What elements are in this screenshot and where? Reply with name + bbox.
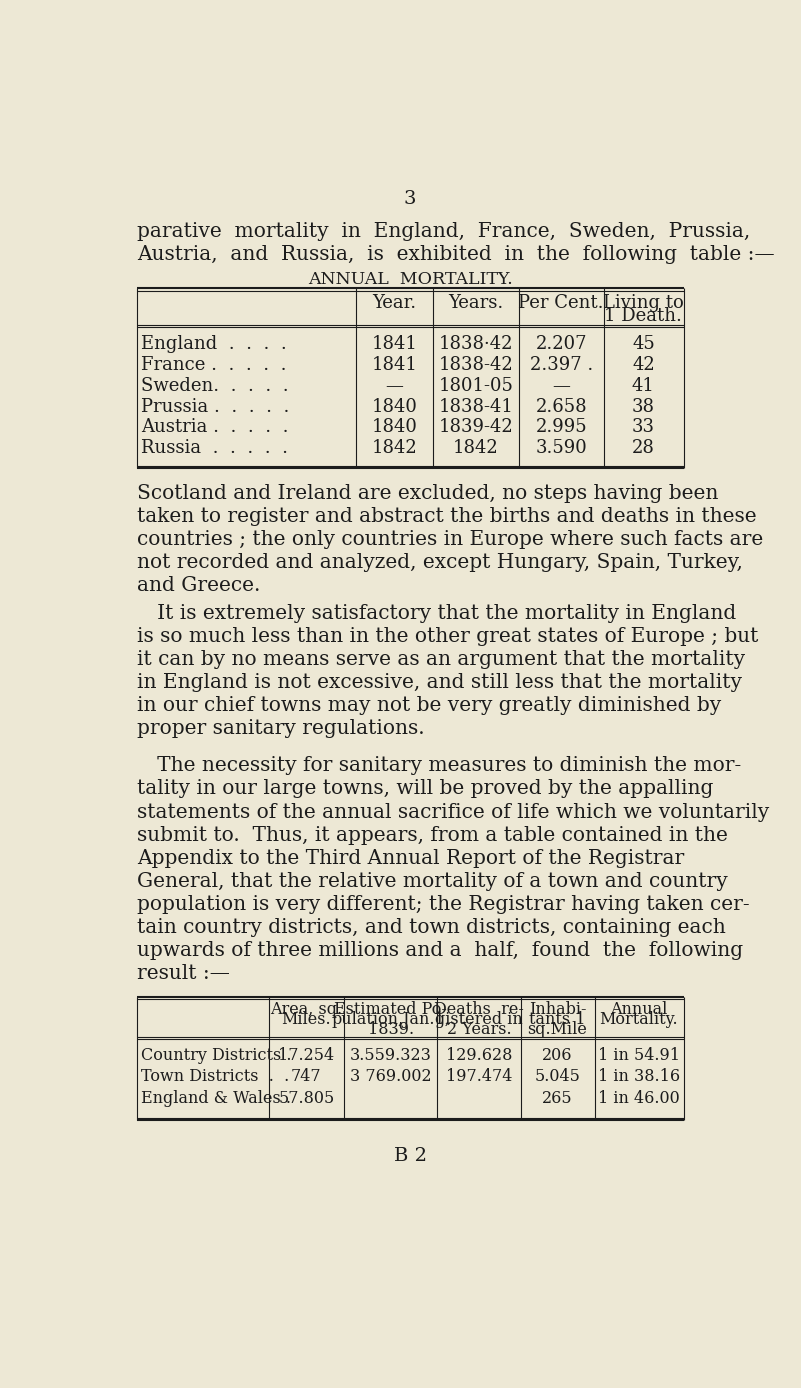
Text: 42: 42 <box>632 355 654 373</box>
Text: 28: 28 <box>632 439 655 457</box>
Text: 5.045: 5.045 <box>534 1069 580 1085</box>
Text: —: — <box>386 376 404 394</box>
Text: countries ; the only countries in Europe where such facts are: countries ; the only countries in Europe… <box>137 530 763 550</box>
Text: 1 in 54.91: 1 in 54.91 <box>598 1047 680 1063</box>
Text: Living to: Living to <box>603 294 684 312</box>
Text: ANNUAL  MORTALITY.: ANNUAL MORTALITY. <box>308 271 513 289</box>
Text: and Greece.: and Greece. <box>137 576 260 595</box>
Text: 1841: 1841 <box>372 355 417 373</box>
Text: 1 in 46.00: 1 in 46.00 <box>598 1090 679 1106</box>
Text: 1840: 1840 <box>372 397 417 415</box>
Text: 41: 41 <box>632 376 655 394</box>
Text: gistered in: gistered in <box>435 1012 523 1029</box>
Text: 1840: 1840 <box>372 418 417 436</box>
Text: 1839-42: 1839-42 <box>439 418 513 436</box>
Text: not recorded and analyzed, except Hungary, Spain, Turkey,: not recorded and analyzed, except Hungar… <box>137 552 743 572</box>
Text: Appendix to the Third Annual Report of the Registrar: Appendix to the Third Annual Report of t… <box>137 849 685 868</box>
Text: result :—: result :— <box>137 965 230 983</box>
Text: 1842: 1842 <box>372 439 417 457</box>
Text: England & Wales .: England & Wales . <box>141 1090 292 1106</box>
Text: Area, sq.: Area, sq. <box>270 1001 342 1019</box>
Text: upwards of three millions and a  half,  found  the  following: upwards of three millions and a half, fo… <box>137 941 743 960</box>
Text: statements of the annual sacrifice of life which we voluntarily: statements of the annual sacrifice of li… <box>137 802 770 822</box>
Text: pulation,Jan.1,: pulation,Jan.1, <box>332 1012 450 1029</box>
Text: Inhabi-: Inhabi- <box>529 1001 586 1019</box>
Text: Year.: Year. <box>372 294 417 312</box>
Text: England  .  .  .  .: England . . . . <box>141 335 287 353</box>
Text: 3.559.323: 3.559.323 <box>350 1047 432 1063</box>
Text: Years.: Years. <box>449 294 504 312</box>
Text: 265: 265 <box>542 1090 573 1106</box>
Text: 2.207: 2.207 <box>536 335 587 353</box>
Text: Russia  .  .  .  .  .: Russia . . . . . <box>141 439 288 457</box>
Text: Country Districts .: Country Districts . <box>141 1047 292 1063</box>
Text: Austria,  and  Russia,  is  exhibited  in  the  following  table :—: Austria, and Russia, is exhibited in the… <box>137 246 775 264</box>
Text: B 2: B 2 <box>393 1146 427 1165</box>
Text: Scotland and Ireland are excluded, no steps having been: Scotland and Ireland are excluded, no st… <box>137 484 718 502</box>
Text: 33: 33 <box>632 418 655 436</box>
Text: taken to register and abstract the births and deaths in these: taken to register and abstract the birth… <box>137 507 757 526</box>
Text: it can by no means serve as an argument that the mortality: it can by no means serve as an argument … <box>137 650 746 669</box>
Text: 1801-05: 1801-05 <box>439 376 513 394</box>
Text: General, that the relative mortality of a town and country: General, that the relative mortality of … <box>137 872 728 891</box>
Text: parative  mortality  in  England,  France,  Sweden,  Prussia,: parative mortality in England, France, S… <box>137 222 751 242</box>
Text: Sweden.  .  .  .  .: Sweden. . . . . <box>141 376 289 394</box>
Text: Miles.: Miles. <box>281 1012 331 1029</box>
Text: tain country districts, and town districts, containing each: tain country districts, and town distric… <box>137 917 726 937</box>
Text: 17.254: 17.254 <box>278 1047 334 1063</box>
Text: Deaths  re-: Deaths re- <box>434 1001 524 1019</box>
Text: 206: 206 <box>542 1047 573 1063</box>
Text: The necessity for sanitary measures to diminish the mor-: The necessity for sanitary measures to d… <box>137 756 742 776</box>
Text: 1839.: 1839. <box>368 1022 414 1038</box>
Text: Estimated Po-: Estimated Po- <box>334 1001 447 1019</box>
Text: —: — <box>553 376 570 394</box>
Text: proper sanitary regulations.: proper sanitary regulations. <box>137 719 425 738</box>
Text: sq.Mile: sq.Mile <box>527 1022 587 1038</box>
Text: in our chief towns may not be very greatly diminished by: in our chief towns may not be very great… <box>137 697 722 715</box>
Text: 197.474: 197.474 <box>446 1069 513 1085</box>
Text: 38: 38 <box>632 397 655 415</box>
Text: It is extremely satisfactory that the mortality in England: It is extremely satisfactory that the mo… <box>137 604 737 623</box>
Text: 2.397 .: 2.397 . <box>529 355 593 373</box>
Text: 45: 45 <box>632 335 654 353</box>
Text: 747: 747 <box>291 1069 321 1085</box>
Text: 1 Death.: 1 Death. <box>605 308 682 325</box>
Text: France .  .  .  .  .: France . . . . . <box>141 355 287 373</box>
Text: Per Cent.: Per Cent. <box>518 294 604 312</box>
Text: 129.628: 129.628 <box>446 1047 513 1063</box>
Text: 2.995: 2.995 <box>535 418 587 436</box>
Text: 2.658: 2.658 <box>535 397 587 415</box>
Text: 1842: 1842 <box>453 439 499 457</box>
Text: 1838-42: 1838-42 <box>439 355 513 373</box>
Text: 1841: 1841 <box>372 335 417 353</box>
Text: 1838·42: 1838·42 <box>439 335 513 353</box>
Text: 1838-41: 1838-41 <box>439 397 513 415</box>
Text: tality in our large towns, will be proved by the appalling: tality in our large towns, will be prove… <box>137 780 714 798</box>
Text: Town Districts  .  .: Town Districts . . <box>141 1069 289 1085</box>
Text: Prussia .  .  .  .  .: Prussia . . . . . <box>141 397 290 415</box>
Text: 3 769.002: 3 769.002 <box>350 1069 432 1085</box>
Text: submit to.  Thus, it appears, from a table contained in the: submit to. Thus, it appears, from a tabl… <box>137 826 728 845</box>
Text: in England is not excessive, and still less that the mortality: in England is not excessive, and still l… <box>137 673 743 693</box>
Text: Austria .  .  .  .  .: Austria . . . . . <box>141 418 288 436</box>
Text: tants 1: tants 1 <box>529 1012 586 1029</box>
Text: population is very different; the Registrar having taken cer-: population is very different; the Regist… <box>137 895 750 913</box>
Text: Annual: Annual <box>610 1001 667 1019</box>
Text: 3: 3 <box>404 190 417 208</box>
Text: 3.590: 3.590 <box>535 439 587 457</box>
Text: 57.805: 57.805 <box>278 1090 334 1106</box>
Text: 2 Years.: 2 Years. <box>447 1022 511 1038</box>
Text: Mortality.: Mortality. <box>599 1012 678 1029</box>
Text: is so much less than in the other great states of Europe ; but: is so much less than in the other great … <box>137 627 759 645</box>
Text: 1 in 38.16: 1 in 38.16 <box>598 1069 680 1085</box>
